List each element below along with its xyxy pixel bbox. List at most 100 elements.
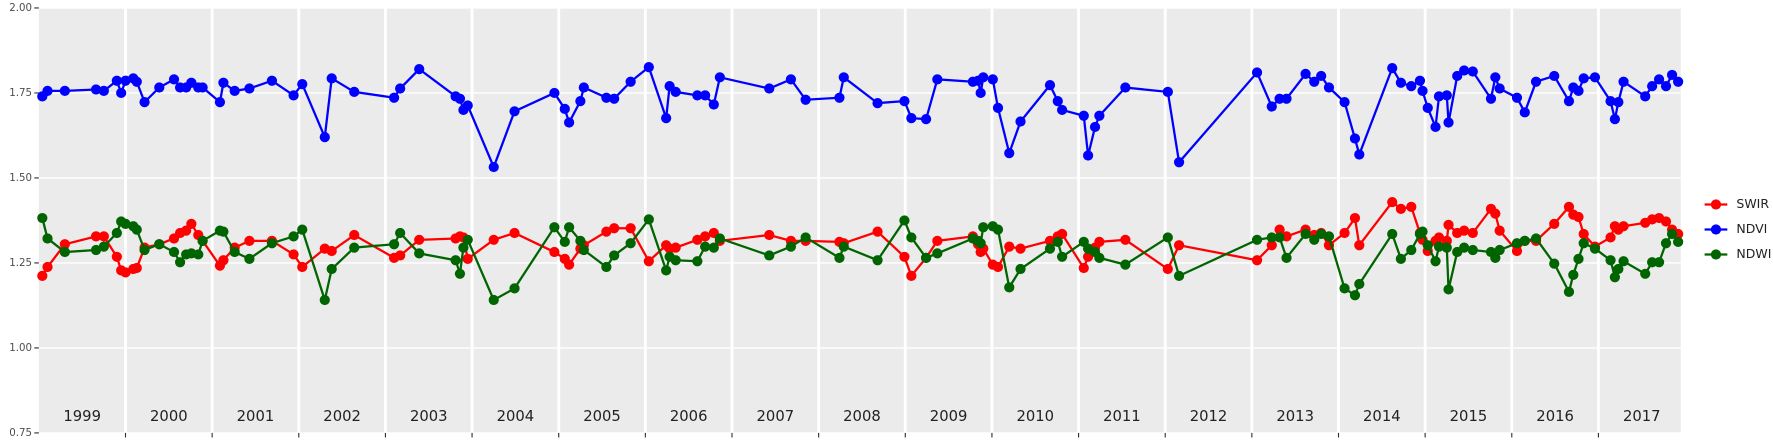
point bbox=[154, 239, 165, 250]
point bbox=[42, 85, 53, 97]
point bbox=[326, 73, 337, 84]
y-tick-label: 1.50 bbox=[9, 173, 32, 184]
point bbox=[1511, 92, 1523, 103]
point bbox=[111, 251, 122, 262]
point bbox=[1251, 255, 1263, 266]
point bbox=[708, 242, 719, 253]
point bbox=[1120, 259, 1131, 270]
point bbox=[1660, 216, 1672, 227]
point bbox=[1015, 116, 1026, 127]
point bbox=[575, 95, 586, 107]
point bbox=[288, 231, 299, 242]
point bbox=[1433, 232, 1445, 243]
point bbox=[462, 253, 473, 264]
point bbox=[98, 231, 109, 242]
point bbox=[1589, 243, 1601, 254]
y-tick-label: 1.75 bbox=[9, 88, 32, 99]
point bbox=[920, 252, 932, 263]
point bbox=[1323, 82, 1335, 93]
point bbox=[1568, 269, 1579, 280]
point bbox=[1274, 224, 1285, 235]
point bbox=[625, 223, 636, 234]
point bbox=[1349, 212, 1361, 224]
point bbox=[1281, 93, 1292, 104]
point bbox=[1339, 97, 1350, 108]
point bbox=[98, 85, 109, 97]
point bbox=[37, 212, 48, 224]
y-tick-label: 0.75 bbox=[9, 428, 32, 439]
year-label: 2010 bbox=[1016, 408, 1054, 425]
year-label: 2013 bbox=[1276, 408, 1314, 425]
point bbox=[1519, 235, 1530, 246]
point bbox=[578, 244, 589, 256]
point bbox=[1316, 70, 1327, 82]
y-tick-label: 1.25 bbox=[9, 258, 32, 269]
point bbox=[111, 227, 122, 239]
year-label: 2006 bbox=[670, 408, 708, 425]
point bbox=[1414, 75, 1426, 86]
point bbox=[1173, 270, 1185, 281]
point bbox=[488, 234, 499, 245]
point bbox=[116, 87, 127, 99]
point bbox=[1666, 69, 1678, 81]
point bbox=[1406, 201, 1417, 212]
point bbox=[1433, 91, 1445, 102]
point bbox=[1323, 231, 1335, 242]
point bbox=[1605, 255, 1616, 266]
point bbox=[120, 75, 131, 86]
point bbox=[838, 72, 849, 83]
point bbox=[1056, 104, 1068, 116]
point bbox=[244, 83, 255, 94]
point bbox=[1354, 278, 1365, 290]
point bbox=[643, 61, 654, 73]
point bbox=[700, 241, 711, 252]
point bbox=[395, 250, 406, 261]
point bbox=[120, 267, 131, 278]
point bbox=[1349, 133, 1361, 144]
year-label: 2004 bbox=[497, 408, 535, 425]
point bbox=[297, 78, 308, 90]
point bbox=[349, 242, 360, 253]
point bbox=[625, 76, 636, 87]
point bbox=[975, 238, 986, 249]
point bbox=[42, 233, 53, 244]
point bbox=[388, 92, 400, 103]
point bbox=[1613, 97, 1624, 108]
point bbox=[872, 255, 883, 266]
point bbox=[1618, 256, 1629, 267]
point bbox=[1056, 251, 1068, 262]
y-tick-label: 2.00 bbox=[9, 3, 32, 14]
point bbox=[59, 85, 70, 97]
point bbox=[906, 232, 917, 243]
point bbox=[168, 246, 180, 258]
point bbox=[1266, 240, 1277, 251]
point bbox=[414, 64, 425, 75]
point bbox=[1459, 225, 1470, 236]
point bbox=[1316, 228, 1327, 240]
point bbox=[1459, 242, 1470, 253]
point bbox=[1078, 262, 1089, 274]
year-label: 2016 bbox=[1536, 408, 1574, 425]
point bbox=[509, 106, 520, 117]
point bbox=[1443, 219, 1454, 230]
point bbox=[1387, 228, 1398, 240]
point bbox=[1578, 238, 1589, 249]
point bbox=[643, 214, 654, 225]
point bbox=[987, 74, 998, 85]
point bbox=[90, 231, 102, 242]
point bbox=[1094, 110, 1105, 121]
point bbox=[834, 92, 845, 103]
point bbox=[578, 82, 589, 93]
point bbox=[1605, 232, 1616, 243]
point bbox=[488, 294, 499, 306]
point bbox=[1563, 286, 1575, 297]
point bbox=[1573, 253, 1584, 264]
point bbox=[131, 76, 142, 87]
point bbox=[1266, 232, 1277, 243]
point bbox=[1549, 70, 1560, 82]
point bbox=[899, 251, 910, 262]
point bbox=[1395, 77, 1406, 88]
point bbox=[139, 97, 150, 108]
point bbox=[1490, 252, 1501, 263]
point bbox=[670, 242, 681, 253]
